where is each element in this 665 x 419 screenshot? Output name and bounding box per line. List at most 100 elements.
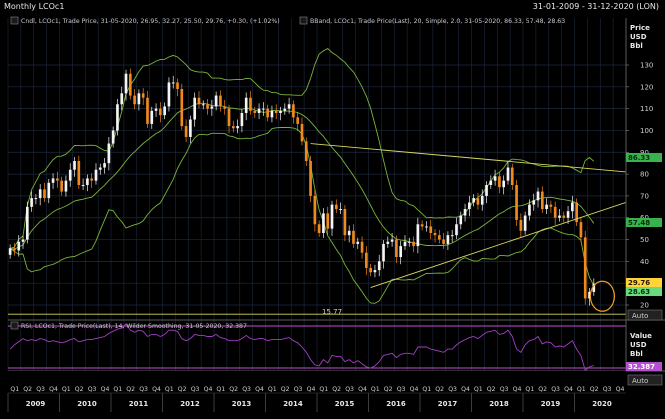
bband-middle [9,102,595,250]
quarter-label: Q1 [10,386,19,393]
quarter-label: Q4 [513,386,522,393]
candle-body [253,110,257,113]
price-tick-label: 130 [640,62,653,70]
bband-legend[interactable]: BBand, LCOc1, Trade Price(Last), 20, Sim… [299,16,565,25]
year-label: 2013 [232,400,252,408]
candle-body [223,106,227,109]
candle-body [43,189,46,199]
candle-body [81,185,85,186]
rsi-axis-header-1: Value [630,332,652,340]
legend-checkbox[interactable] [10,16,19,25]
svg-text:Auto: Auto [632,312,648,320]
quarter-label: Q1 [268,386,277,393]
candle-body [197,97,201,105]
rsi-auto-button[interactable]: Auto [627,374,663,386]
quarter-label: Q4 [410,386,419,393]
candle-body [137,93,141,105]
quarter-label: Q3 [551,386,560,393]
year-label: 2017 [438,400,458,408]
year-label: 2015 [335,400,355,408]
candle-body [506,167,510,181]
candle-body [369,267,372,273]
candle-body [558,215,561,218]
candle-body [266,108,269,118]
candle-body [154,108,158,111]
year-label: 2011 [129,400,149,408]
year-label: 2020 [592,400,612,408]
candle-body [343,209,347,236]
candle-body [455,224,458,236]
quarter-label: Q1 [113,386,122,393]
candle-body [38,189,42,199]
quarter-label: Q1 [422,386,431,393]
candle-body [425,226,428,228]
quarter-label: Q1 [525,386,534,393]
rsi-axis-header-2: USD [630,341,647,349]
quarter-label: Q1 [216,386,225,393]
candle-body [579,222,583,238]
candle-body [86,178,89,185]
candle-body [523,215,527,231]
candle-body [588,291,591,299]
quarter-label: Q4 [616,386,625,393]
quarter-label: Q4 [307,386,316,393]
candle-body [120,93,124,105]
price-tick-label: 20 [640,302,649,310]
candle-body [73,161,76,170]
candle-body [8,248,12,255]
candle-body [244,97,248,113]
candle-body [227,108,231,127]
rsi-legend-text: RSI, LCOc1, Trade Price(Last), 14, Wilde… [21,323,247,330]
last-price-tag: 29.76 [626,278,662,287]
price-auto-button[interactable]: Auto [627,309,663,321]
candle-body [322,213,325,233]
quarter-label: Q1 [474,386,483,393]
candle-body [77,161,81,185]
candle-body [124,73,128,94]
candle-body [442,239,445,244]
candle-body [583,237,587,299]
candle-body [176,82,179,89]
bband-upper [9,48,595,249]
support-trendline [370,202,626,288]
candle-body [356,241,360,244]
candle-body [562,215,566,218]
middle-band-tag: 57.48 [626,218,662,227]
candle-body [386,241,390,244]
lower-band-tag: 28.63 [626,287,662,296]
price-tick-label: 50 [640,236,649,244]
candle-body [184,126,188,137]
candle-body [502,180,506,188]
legend-checkbox[interactable] [10,321,19,330]
candle-body [382,243,385,262]
year-label: 2016 [386,400,406,408]
candle-body [249,97,252,111]
svg-text:86.33: 86.33 [628,154,650,162]
candle-body [34,198,38,200]
candle-body [339,209,342,210]
candle-body [214,95,218,107]
price-axis-header-2: USD [630,33,647,41]
quarter-label: Q3 [36,386,45,393]
price-tick-label: 120 [640,83,653,91]
candle-body [296,117,300,124]
candles [8,68,596,306]
candle-body [317,224,321,233]
svg-text:57.48: 57.48 [628,219,650,227]
candle-body [116,104,119,131]
upper-band-tag: 86.33 [626,153,662,162]
price-tick-label: 100 [640,127,653,135]
rsi-legend[interactable]: RSI, LCOc1, Trade Price(Last), 14, Wilde… [10,321,247,330]
candle-body [553,206,557,218]
quarter-label: Q3 [294,386,303,393]
legend-checkbox[interactable] [299,16,308,25]
candle-body [472,198,475,203]
quarter-label: Q3 [191,386,200,393]
candle-body [292,104,295,118]
candle-body [592,283,596,292]
candle-body [412,241,415,247]
candle-body [420,224,424,227]
candle-legend[interactable]: Cndl, LCOc1, Trade Price, 31-05-2020, 26… [10,16,280,25]
candle-body [360,241,364,253]
